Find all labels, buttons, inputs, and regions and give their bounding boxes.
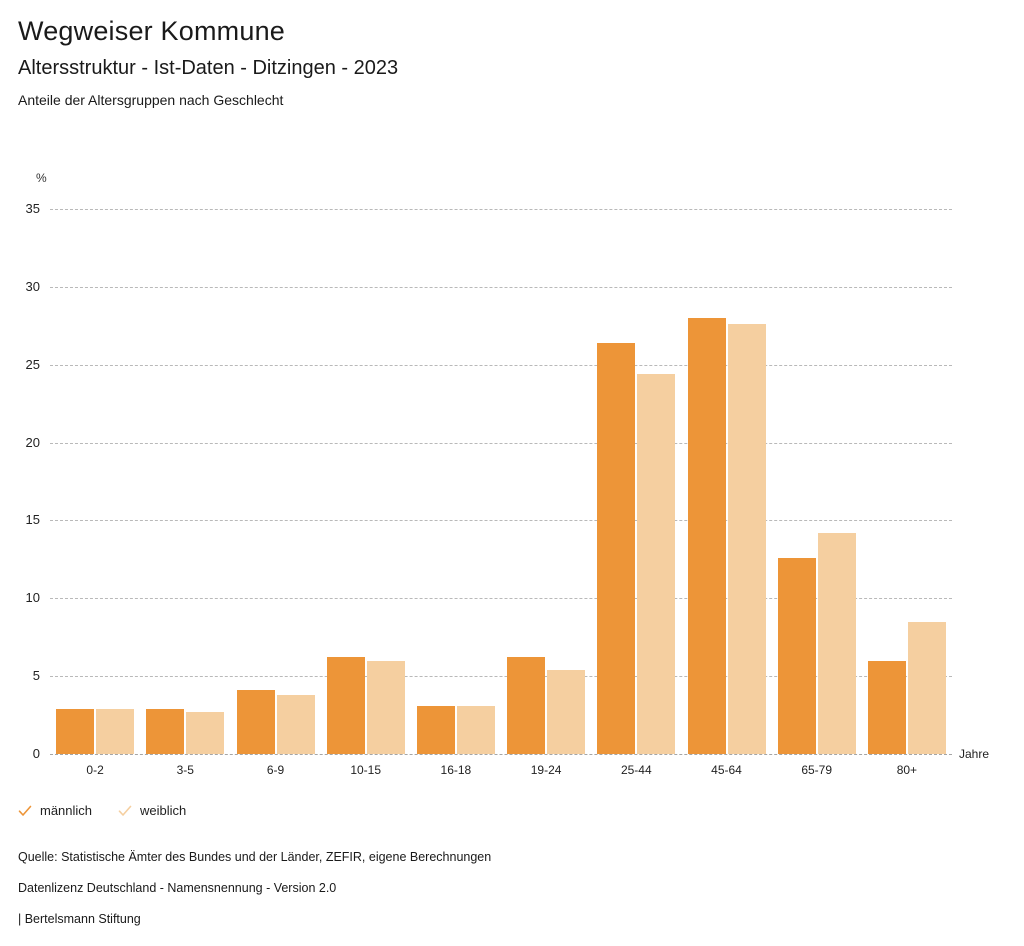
gridline-5 — [50, 676, 952, 678]
page-title: Wegweiser Kommune — [18, 16, 286, 46]
x-axis-tick-label: 16-18 — [440, 763, 472, 777]
y-axis-unit-label: % — [36, 171, 47, 185]
bar-group — [326, 0, 405, 754]
bar-female[interactable] — [366, 660, 405, 754]
bar-male[interactable] — [597, 342, 636, 754]
bar-female[interactable] — [456, 705, 495, 754]
bar-female[interactable] — [96, 708, 135, 754]
bar-group — [777, 0, 856, 754]
x-axis-tick-label: 65-79 — [801, 763, 833, 777]
x-axis-tick-label: 6-9 — [266, 763, 285, 777]
gridline-30 — [50, 286, 952, 288]
x-axis-tick-label: 80+ — [896, 763, 918, 777]
legend-label: männlich — [40, 803, 93, 818]
x-axis-tick-label: 19-24 — [530, 763, 562, 777]
legend-label: weiblich — [140, 803, 187, 818]
bar-group — [507, 0, 586, 754]
gridline-15 — [50, 520, 952, 522]
bar-male[interactable] — [146, 708, 185, 754]
y-axis-tick-label: 20 — [25, 434, 40, 450]
bar-male[interactable] — [416, 705, 455, 754]
bar-female[interactable] — [727, 324, 766, 754]
x-axis-label: Jahre — [959, 747, 990, 761]
y-axis-tick-label: 5 — [32, 668, 40, 684]
gridline-10 — [50, 598, 952, 600]
gridline-25 — [50, 364, 952, 366]
gridline-0 — [50, 754, 952, 755]
y-axis-tick-label: 0 — [32, 746, 40, 761]
footer-line: Datenlizenz Deutschland - Namensnennung … — [18, 881, 337, 895]
bar-male[interactable] — [56, 708, 95, 754]
bar-male[interactable] — [777, 557, 816, 754]
x-axis-tick-label: 25-44 — [620, 763, 652, 777]
chart-legend: männlich weiblich — [18, 803, 186, 818]
bar-male[interactable] — [687, 318, 726, 754]
check-icon — [118, 804, 132, 818]
gridline-35 — [50, 209, 952, 210]
bar-male[interactable] — [867, 660, 906, 754]
bar-female[interactable] — [817, 532, 856, 754]
y-axis-tick-label: 15 — [25, 512, 40, 528]
bar-group — [146, 0, 225, 754]
bar-group — [867, 0, 946, 754]
bar-group — [56, 0, 135, 754]
x-axis-tick-label: 10-15 — [350, 763, 382, 777]
gridline-20 — [50, 442, 952, 444]
bar-male[interactable] — [236, 690, 275, 754]
y-axis-tick-label: 25 — [25, 356, 40, 372]
footer-line: Quelle: Statistische Ämter des Bundes un… — [18, 850, 492, 864]
y-axis-tick-label: 30 — [25, 278, 40, 294]
legend-item-male[interactable]: männlich — [18, 803, 92, 818]
bar-group — [597, 0, 676, 754]
bar-group — [236, 0, 315, 754]
x-axis-tick-label: 0-2 — [86, 763, 104, 777]
chart-description: Anteile der Altersgruppen nach Geschlech… — [18, 92, 284, 108]
bar-group — [416, 0, 495, 754]
bar-male[interactable] — [326, 657, 365, 754]
bar-female[interactable] — [276, 694, 315, 754]
x-axis-tick-label: 3-5 — [176, 763, 194, 777]
bar-female[interactable] — [907, 621, 946, 754]
x-axis-tick-label: 45-64 — [711, 763, 742, 777]
bar-female[interactable] — [637, 374, 676, 754]
chart-subtitle: Altersstruktur - Ist-Daten - Ditzingen -… — [18, 57, 399, 79]
y-axis-tick-label: 35 — [25, 201, 40, 216]
bar-group — [687, 0, 766, 754]
legend-item-female[interactable]: weiblich — [118, 803, 186, 818]
bar-female[interactable] — [547, 669, 586, 754]
check-icon — [18, 804, 32, 818]
y-axis-tick-label: 10 — [25, 590, 40, 606]
chart-footer: Quelle: Statistische Ämter des Bundes un… — [18, 842, 998, 935]
chart-header: Wegweiser Kommune Altersstruktur - Ist-D… — [18, 14, 998, 110]
bar-male[interactable] — [507, 657, 546, 754]
footer-line: | Bertelsmann Stiftung — [18, 912, 141, 926]
bar-female[interactable] — [186, 711, 225, 754]
